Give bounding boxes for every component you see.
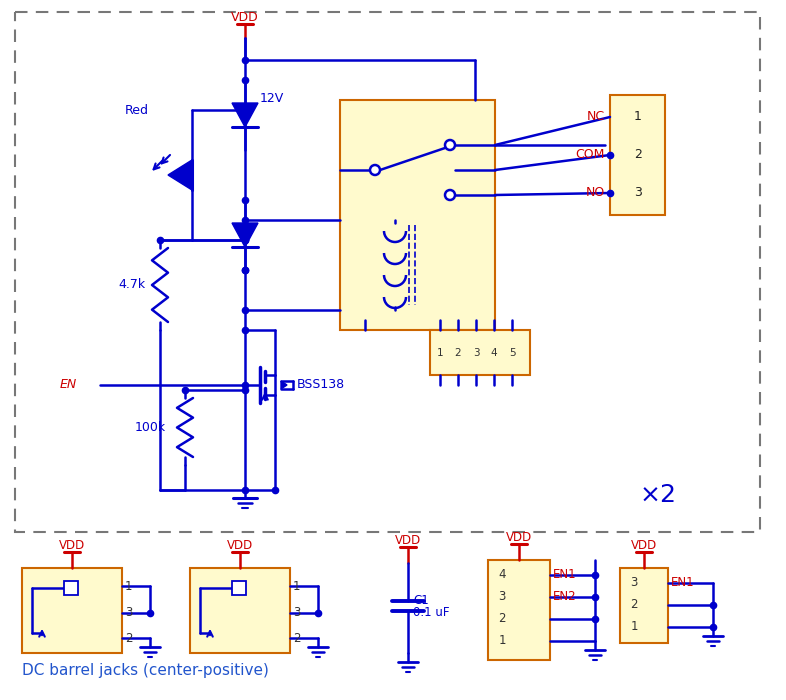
Text: 1: 1 xyxy=(498,634,505,648)
Text: 0.1 uF: 0.1 uF xyxy=(413,606,450,620)
Text: EN1: EN1 xyxy=(671,577,695,589)
Bar xyxy=(232,581,246,595)
Bar xyxy=(430,330,530,375)
Text: 3: 3 xyxy=(634,186,642,200)
Text: 1: 1 xyxy=(293,580,300,592)
Circle shape xyxy=(370,165,380,175)
Text: 4: 4 xyxy=(490,347,498,358)
Text: C1: C1 xyxy=(413,594,428,608)
Bar xyxy=(610,95,665,215)
Text: 100k: 100k xyxy=(135,421,166,434)
Polygon shape xyxy=(232,223,258,247)
Text: 2: 2 xyxy=(125,631,133,645)
Text: VDD: VDD xyxy=(59,539,85,552)
Text: EN2: EN2 xyxy=(553,591,577,603)
Circle shape xyxy=(445,140,455,150)
Text: 2: 2 xyxy=(454,347,461,358)
Text: 1: 1 xyxy=(634,111,642,123)
Text: 4: 4 xyxy=(498,568,505,582)
Text: VDD: VDD xyxy=(231,11,259,24)
Text: NC: NC xyxy=(587,111,605,123)
Text: BSS138: BSS138 xyxy=(297,379,345,391)
Text: 3: 3 xyxy=(293,606,300,620)
Bar xyxy=(15,12,760,532)
Text: EN: EN xyxy=(60,379,77,391)
Text: 1: 1 xyxy=(125,580,133,592)
Text: 1: 1 xyxy=(630,620,637,634)
Text: 4.7k: 4.7k xyxy=(118,279,145,291)
Text: 3: 3 xyxy=(498,591,505,603)
Text: NO: NO xyxy=(586,186,605,200)
Text: 2: 2 xyxy=(634,148,642,162)
Text: EN1: EN1 xyxy=(553,568,577,582)
Bar xyxy=(340,100,495,330)
Polygon shape xyxy=(232,103,258,127)
Text: 3: 3 xyxy=(472,347,479,358)
Text: 3: 3 xyxy=(630,577,637,589)
Text: 2: 2 xyxy=(630,598,637,612)
Polygon shape xyxy=(168,160,192,190)
Text: 2: 2 xyxy=(498,612,505,626)
Bar xyxy=(488,560,550,660)
Circle shape xyxy=(445,190,455,200)
Bar xyxy=(22,568,122,653)
Text: 2: 2 xyxy=(293,631,300,645)
Polygon shape xyxy=(281,381,287,389)
Text: DC barrel jacks (center-positive): DC barrel jacks (center-positive) xyxy=(22,662,269,678)
Text: VDD: VDD xyxy=(631,539,657,552)
Bar xyxy=(64,581,78,595)
Text: Red: Red xyxy=(125,104,149,116)
Text: ×2: ×2 xyxy=(640,483,677,507)
Text: COM: COM xyxy=(575,148,605,162)
Bar xyxy=(190,568,290,653)
Text: 5: 5 xyxy=(509,347,516,358)
Text: VDD: VDD xyxy=(395,534,421,547)
Text: 3: 3 xyxy=(125,606,132,620)
Text: 1: 1 xyxy=(437,347,443,358)
Text: VDD: VDD xyxy=(227,539,253,552)
Bar xyxy=(620,568,668,643)
Text: 12V: 12V xyxy=(260,92,285,104)
Text: VDD: VDD xyxy=(506,531,532,544)
